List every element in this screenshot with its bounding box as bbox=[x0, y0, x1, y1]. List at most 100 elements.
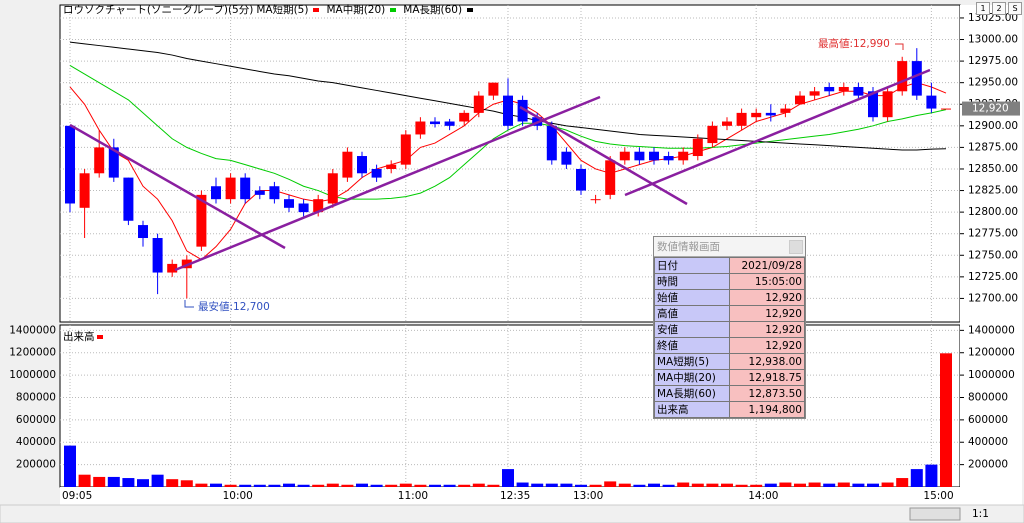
y-tick-label: 200000 bbox=[968, 459, 1008, 471]
candle-body bbox=[897, 61, 908, 92]
volume-bar bbox=[429, 484, 441, 487]
info-value: 15:05:00 bbox=[729, 273, 805, 290]
y-tick-label: 1000000 bbox=[968, 369, 1015, 381]
info-row: MA中期(20) 12,918.75 bbox=[654, 369, 805, 386]
trend-line bbox=[174, 95, 601, 272]
scroll-thumb[interactable] bbox=[909, 507, 961, 521]
info-row: 時間 15:05:00 bbox=[654, 273, 805, 290]
y-tick-label: 600000 bbox=[16, 414, 56, 426]
volume-bar bbox=[341, 484, 354, 487]
candle-body bbox=[736, 112, 747, 126]
info-key: 高値 bbox=[654, 305, 730, 322]
toolbar-button[interactable]: 1 bbox=[976, 2, 990, 15]
candle-body bbox=[941, 108, 951, 110]
y-tick-label: 200000 bbox=[16, 459, 56, 471]
volume-bar bbox=[487, 484, 500, 487]
price-panel bbox=[59, 4, 961, 323]
candle-body bbox=[415, 121, 426, 135]
current-price-label: 12,920 bbox=[972, 103, 1009, 115]
x-tick-label: 12:35 bbox=[500, 490, 530, 502]
y-tick-label: 12875.00 bbox=[968, 141, 1018, 153]
candle-body bbox=[838, 86, 849, 92]
candle-body bbox=[605, 160, 616, 195]
y-tick-label: 12725.00 bbox=[968, 271, 1018, 283]
y-tick-label: 1200000 bbox=[968, 347, 1015, 359]
candle-body bbox=[400, 134, 411, 165]
y-tick-label: 600000 bbox=[968, 414, 1008, 426]
candle-body bbox=[576, 168, 586, 191]
y-tick-label: 1400000 bbox=[9, 324, 56, 336]
zoom-label[interactable]: 1:1 bbox=[972, 508, 989, 520]
info-value: 12,920 bbox=[729, 289, 805, 306]
volume-bar bbox=[852, 483, 865, 487]
volume-bar bbox=[224, 484, 237, 487]
info-key: 出来高 bbox=[654, 401, 730, 418]
volume-panel bbox=[59, 324, 961, 488]
x-tick-label: 14:00 bbox=[748, 490, 778, 502]
candle-body bbox=[663, 156, 674, 161]
volume-bar bbox=[137, 479, 149, 487]
info-table: 日付 2021/09/28 時間 15:05:00 始値 12,920 高値 12,920 安値… bbox=[654, 257, 805, 418]
volume-bar bbox=[896, 478, 909, 487]
candle-body bbox=[503, 95, 513, 126]
candle-body bbox=[284, 199, 294, 208]
toolbar-button[interactable]: S bbox=[1008, 2, 1022, 15]
volume-bar bbox=[925, 464, 938, 487]
candle-body bbox=[824, 86, 835, 92]
info-panel: 数値情報画面 日付 2021/09/28 時間 15:05:00 始値 12,920 高値 1… bbox=[653, 236, 806, 419]
candle-body bbox=[211, 186, 221, 200]
volume-bar bbox=[735, 484, 748, 487]
y-tick-label: 12775.00 bbox=[968, 228, 1018, 240]
candle-body bbox=[926, 95, 937, 109]
info-title: 数値情報画面 bbox=[657, 241, 720, 253]
y-tick-label: 1000000 bbox=[9, 369, 56, 381]
annotation-pointer bbox=[895, 43, 904, 50]
candle-body bbox=[692, 138, 703, 157]
volume-bar bbox=[385, 484, 398, 487]
volume-bar bbox=[326, 483, 339, 487]
info-key: MA中期(20) bbox=[654, 369, 730, 386]
volume-bar bbox=[297, 484, 310, 487]
volume-bar bbox=[545, 483, 558, 487]
volume-title: 出来高 bbox=[63, 331, 95, 343]
candle-body bbox=[430, 121, 440, 125]
volume-bar bbox=[764, 483, 777, 487]
y-tick-label: 12850.00 bbox=[968, 163, 1018, 175]
volume-bar bbox=[706, 483, 719, 487]
info-value: 2021/09/28 bbox=[729, 257, 805, 274]
info-value: 12,938.00 bbox=[729, 353, 805, 370]
close-button[interactable] bbox=[789, 239, 803, 254]
volume-bar bbox=[560, 483, 573, 487]
volume-bar bbox=[837, 482, 850, 487]
toolbar-button[interactable]: 2 bbox=[992, 2, 1006, 15]
x-axis bbox=[60, 487, 960, 505]
info-row: 出来高 1,194,800 bbox=[654, 401, 805, 418]
y-tick-label: 12950.00 bbox=[968, 77, 1018, 89]
candle-body bbox=[342, 151, 353, 178]
volume-bar bbox=[268, 484, 281, 487]
volume-bar bbox=[151, 474, 164, 487]
annotation: 最高値:12,990 bbox=[818, 37, 890, 50]
candle-body bbox=[649, 151, 659, 161]
info-value: 12,920 bbox=[729, 337, 805, 354]
y-tick-label: 12900.00 bbox=[968, 120, 1018, 132]
volume-bar bbox=[166, 479, 179, 487]
x-tick-label: 10:00 bbox=[223, 490, 253, 502]
volume-bar bbox=[677, 482, 690, 487]
volume-bar bbox=[107, 476, 120, 487]
volume-bar bbox=[648, 483, 660, 487]
y-tick-label: 1200000 bbox=[9, 347, 56, 359]
volume-bar bbox=[253, 484, 266, 487]
y-tick-label: 400000 bbox=[968, 436, 1008, 448]
candle-body bbox=[707, 125, 718, 144]
candle-body bbox=[488, 82, 499, 96]
annotation: 最安値:12,700 bbox=[198, 300, 270, 313]
legend-entry: MA短期(5) bbox=[256, 4, 309, 16]
volume-bar bbox=[458, 484, 471, 487]
scrollbar[interactable] bbox=[0, 504, 1024, 523]
volume-bar bbox=[750, 484, 763, 487]
legend: ロウソクチャート(ソニーグループ)(5分) MA短期(5) MA中期(20) MA長期… bbox=[63, 2, 477, 17]
candle-body bbox=[868, 91, 878, 118]
legend-entry: MA長期(60) bbox=[403, 4, 463, 16]
candle-body bbox=[459, 112, 470, 122]
